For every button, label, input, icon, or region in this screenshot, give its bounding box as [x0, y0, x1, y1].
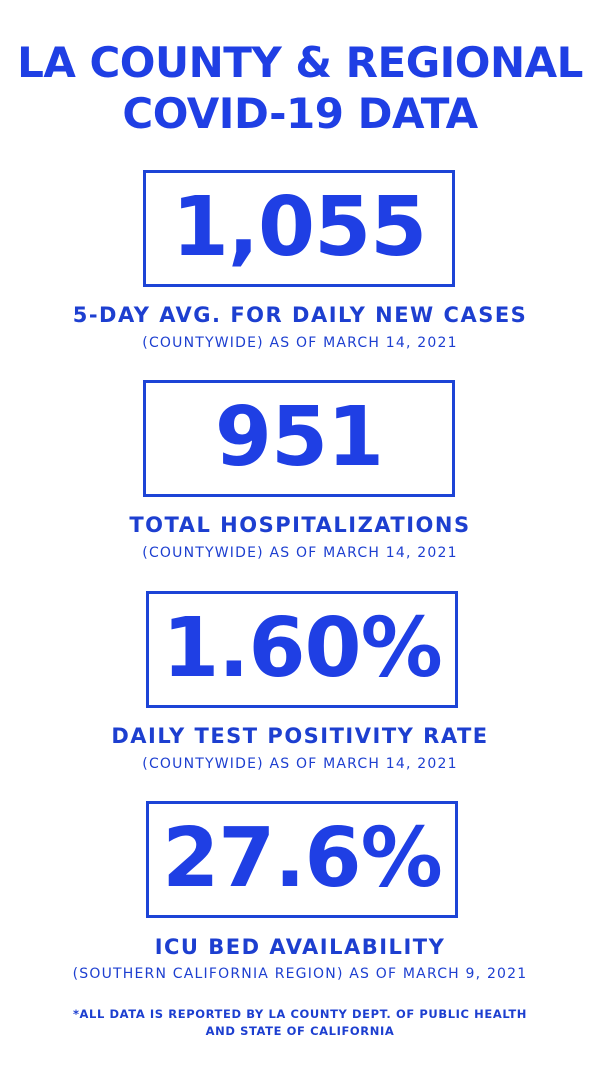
- stat-value-new-cases: 1,055: [146, 178, 452, 278]
- stat-sub-new-cases: (COUNTYWIDE) AS OF MARCH 14, 2021: [0, 335, 600, 351]
- stat-label-positivity: DAILY TEST POSITIVITY RATE: [0, 724, 600, 748]
- stat-value-icu: 27.6%: [149, 809, 455, 909]
- stat-label-hospitalizations: TOTAL HOSPITALIZATIONS: [0, 513, 600, 537]
- stat-sub-positivity: (COUNTYWIDE) AS OF MARCH 14, 2021: [0, 756, 600, 772]
- stat-box-icu: 27.6%: [146, 801, 458, 918]
- stat-sub-hospitalizations: (COUNTYWIDE) AS OF MARCH 14, 2021: [0, 545, 600, 561]
- stat-label-icu: ICU BED AVAILABILITY: [0, 935, 600, 959]
- title-line-2: COVID-19 DATA: [0, 89, 600, 139]
- stat-box-positivity: 1.60%: [146, 591, 458, 708]
- title-line-1: LA COUNTY & REGIONAL: [0, 38, 600, 88]
- stat-box-hospitalizations: 951: [143, 380, 455, 497]
- stat-box-new-cases: 1,055: [143, 170, 455, 287]
- stat-value-positivity: 1.60%: [149, 599, 455, 699]
- stat-label-new-cases: 5-DAY AVG. FOR DAILY NEW CASES: [0, 303, 600, 327]
- stat-value-hospitalizations: 951: [146, 388, 452, 488]
- stat-sub-icu: (SOUTHERN CALIFORNIA REGION) AS OF MARCH…: [0, 966, 600, 982]
- footnote-line-1: *ALL DATA IS REPORTED BY LA COUNTY DEPT.…: [0, 1007, 600, 1021]
- footnote-line-2: AND STATE OF CALIFORNIA: [0, 1024, 600, 1038]
